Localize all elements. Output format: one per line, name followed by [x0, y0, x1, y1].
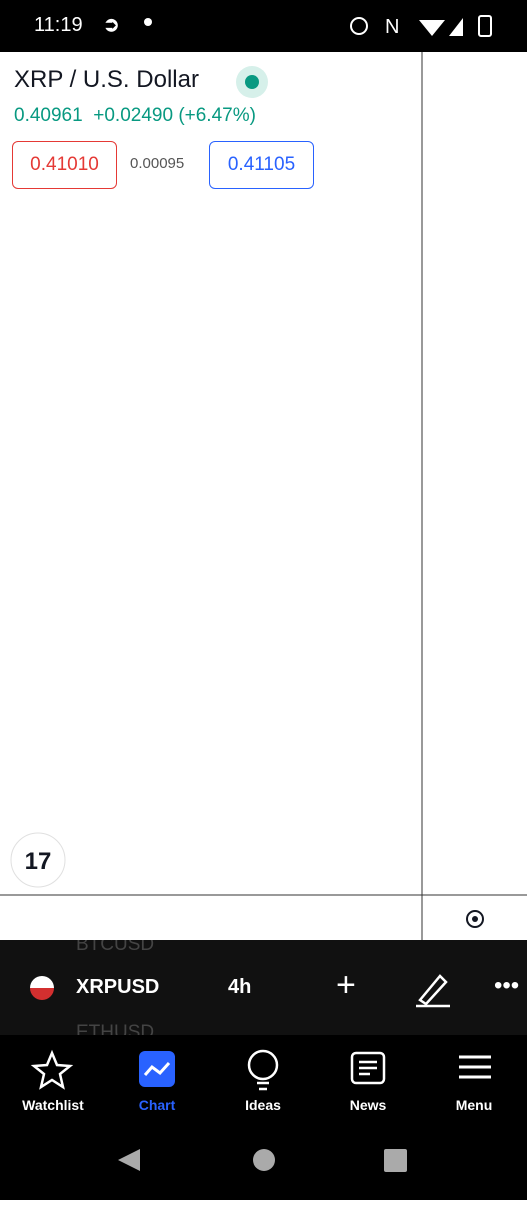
clock: 11:19: [34, 14, 83, 36]
price: 0.40961: [14, 105, 83, 126]
spread: 0.00095: [130, 155, 185, 172]
interval[interactable]: 4h: [228, 976, 252, 998]
nav-menu[interactable]: Menu: [455, 1097, 493, 1113]
chart[interactable]: 17: [0, 52, 527, 940]
change-pct: (+6.47%): [178, 105, 256, 126]
recents[interactable]: [384, 1149, 407, 1172]
settings-icon[interactable]: [466, 910, 484, 928]
nav-watchlist[interactable]: Watchlist: [22, 1097, 84, 1113]
nav-chart[interactable]: Chart: [138, 1097, 176, 1113]
nav-news[interactable]: News: [349, 1097, 387, 1113]
system-nav: [0, 1135, 527, 1200]
change: +0.02490: [93, 105, 174, 126]
add-button[interactable]: +: [336, 966, 356, 1004]
next-symbol: ETHUSD: [76, 1022, 155, 1035]
market-status: [236, 66, 268, 98]
status-icons: N: [350, 15, 492, 38]
sell-button[interactable]: 0.41010: [12, 141, 117, 189]
buy-button[interactable]: 0.41105: [209, 141, 314, 189]
status-icon: ➲: [103, 14, 120, 36]
back[interactable]: [118, 1149, 140, 1171]
nav-ideas[interactable]: Ideas: [245, 1097, 281, 1113]
home[interactable]: [253, 1149, 275, 1171]
svg-text:N: N: [385, 16, 399, 38]
bottom-nav: Watchlist Chart Ideas News Menu: [0, 1035, 527, 1135]
system-buttons: [118, 1149, 407, 1172]
draw-button[interactable]: [412, 968, 452, 1008]
status-dot: [144, 18, 152, 26]
status-bar: 11:19 ➲ N: [0, 0, 527, 52]
symbol-toolbar: BTCUSD XRPUSD 4h + ••• ETHUSD: [0, 940, 527, 1035]
symbol[interactable]: XRPUSD: [76, 976, 160, 998]
more-button[interactable]: •••: [494, 972, 520, 999]
prev-symbol: BTCUSD: [76, 940, 155, 955]
flag: [30, 976, 54, 1000]
logo-mark: 17: [25, 848, 52, 875]
logo[interactable]: [10, 832, 66, 888]
symbol-title: XRP / U.S. Dollar: [14, 66, 199, 93]
chart-bg: [0, 52, 527, 940]
nav-icons: [30, 1049, 491, 1091]
header-price: 0.40961 +0.02490 (+6.47%): [14, 105, 256, 127]
